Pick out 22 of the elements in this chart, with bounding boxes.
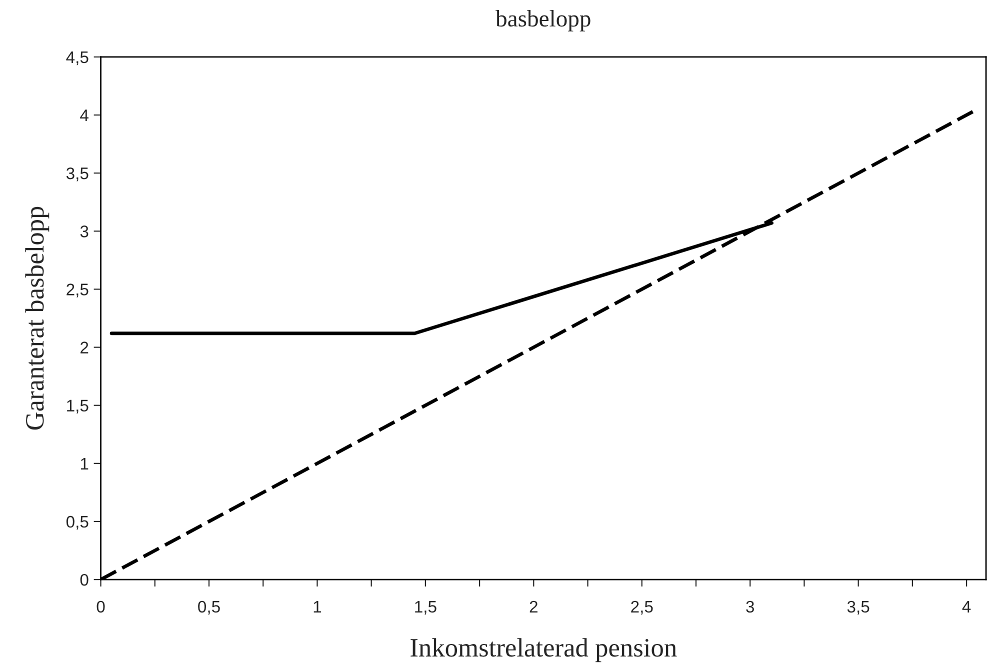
- x-tick-label: 0: [96, 600, 105, 613]
- x-tick-label: 3,5: [847, 600, 870, 615]
- chart-title: basbelopp: [496, 10, 590, 32]
- x-tick-label: 3: [746, 600, 754, 613]
- x-tick-label: 2: [530, 600, 538, 612]
- x-tick-label: 0,5: [198, 600, 220, 615]
- x-tick-label: 1,5: [415, 600, 436, 615]
- x-axis-title: Inkomstrelaterad pension: [410, 638, 677, 662]
- x-tick-label: 2,5: [631, 600, 653, 615]
- y-axis-title: Garanterat basbelopp: [25, 206, 50, 430]
- y-tick-label: 1: [80, 458, 88, 470]
- x-tick-label: 4: [962, 600, 971, 612]
- y-tick-label: 1,5: [67, 400, 88, 414]
- y-tick-label: 2: [80, 342, 88, 354]
- y-tick-label: 2,5: [66, 284, 88, 298]
- x-tick-label: 1: [314, 600, 322, 612]
- y-tick-label: 0: [80, 574, 88, 586]
- y-tick-label: 4: [80, 110, 88, 122]
- y-tick-label: 3: [80, 226, 88, 238]
- y-tick-label: 3,5: [66, 167, 88, 182]
- y-tick-label: 0,5: [66, 516, 88, 530]
- y-tick-label: 4,5: [66, 52, 88, 66]
